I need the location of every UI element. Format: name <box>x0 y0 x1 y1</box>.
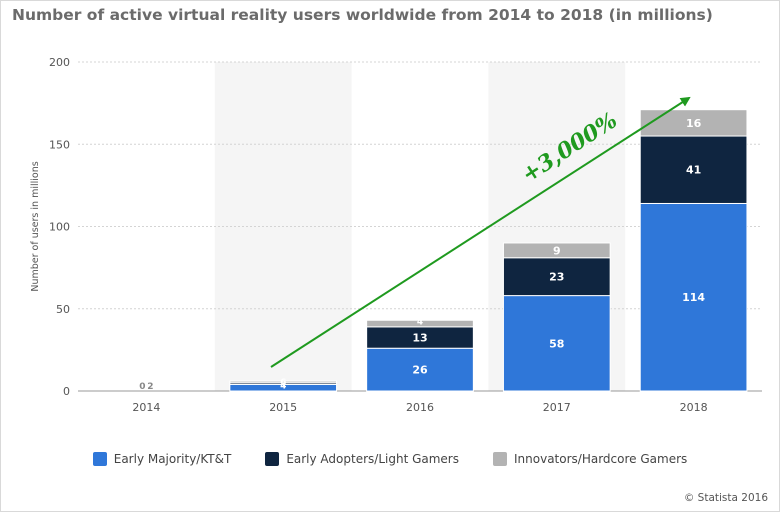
data-label: 2 <box>147 382 153 392</box>
data-label: 23 <box>549 271 564 284</box>
bar-segment <box>639 135 748 204</box>
legend-item-innovators[interactable]: Innovators/Hardcore Gamers <box>493 452 687 466</box>
data-label: 9 <box>553 244 561 257</box>
x-tick-label: 2018 <box>680 401 708 414</box>
y-tick-label: 200 <box>49 56 70 69</box>
x-tick-label: 2016 <box>406 401 434 414</box>
legend-label-innovators: Innovators/Hardcore Gamers <box>514 452 688 466</box>
data-label: 1 <box>280 380 286 390</box>
data-label: 0 <box>139 382 145 392</box>
legend-label-early-majority: Early Majority/KT&T <box>113 452 232 466</box>
chart-legend: Early Majority/KT&T Early Adopters/Light… <box>0 452 780 466</box>
legend-swatch-innovators <box>493 452 507 466</box>
legend-label-early-adopters: Early Adopters/Light Gamers <box>286 452 459 466</box>
y-axis-label: Number of users in millions <box>30 161 41 291</box>
data-label: 114 <box>682 291 705 304</box>
bar-segment <box>229 380 338 384</box>
data-label: 16 <box>686 117 702 130</box>
legend-item-early-majority[interactable]: Early Majority/KT&T <box>92 452 232 466</box>
legend-swatch-early-majority <box>92 452 107 466</box>
data-label: 41 <box>686 164 701 177</box>
y-tick-label: 0 <box>63 385 70 398</box>
bar-segment <box>639 202 748 392</box>
statista-credit: © Statista 2016 <box>683 492 768 504</box>
x-tick-label: 2015 <box>269 401 297 414</box>
legend-swatch-early-adopters <box>265 452 280 466</box>
y-tick-label: 100 <box>49 221 70 234</box>
chart-title: Number of active virtual reality users w… <box>12 6 713 24</box>
data-label: 6 <box>280 378 286 388</box>
y-tick-label: 50 <box>56 303 70 316</box>
data-label: 13 <box>412 332 427 345</box>
data-label: 4 <box>417 317 423 327</box>
data-label: 58 <box>549 337 564 350</box>
x-tick-label: 2017 <box>543 401 571 414</box>
bar-segment <box>639 109 748 137</box>
x-tick-label: 2014 <box>132 401 160 414</box>
growth-arrow <box>270 96 691 368</box>
y-tick-label: 150 <box>49 138 70 151</box>
bar-segment <box>502 242 611 259</box>
bar-segment <box>366 319 474 328</box>
legend-item-early-adopters[interactable]: Early Adopters/Light Gamers <box>265 452 459 466</box>
data-label: 4 <box>280 381 286 391</box>
data-label: 26 <box>412 364 428 377</box>
